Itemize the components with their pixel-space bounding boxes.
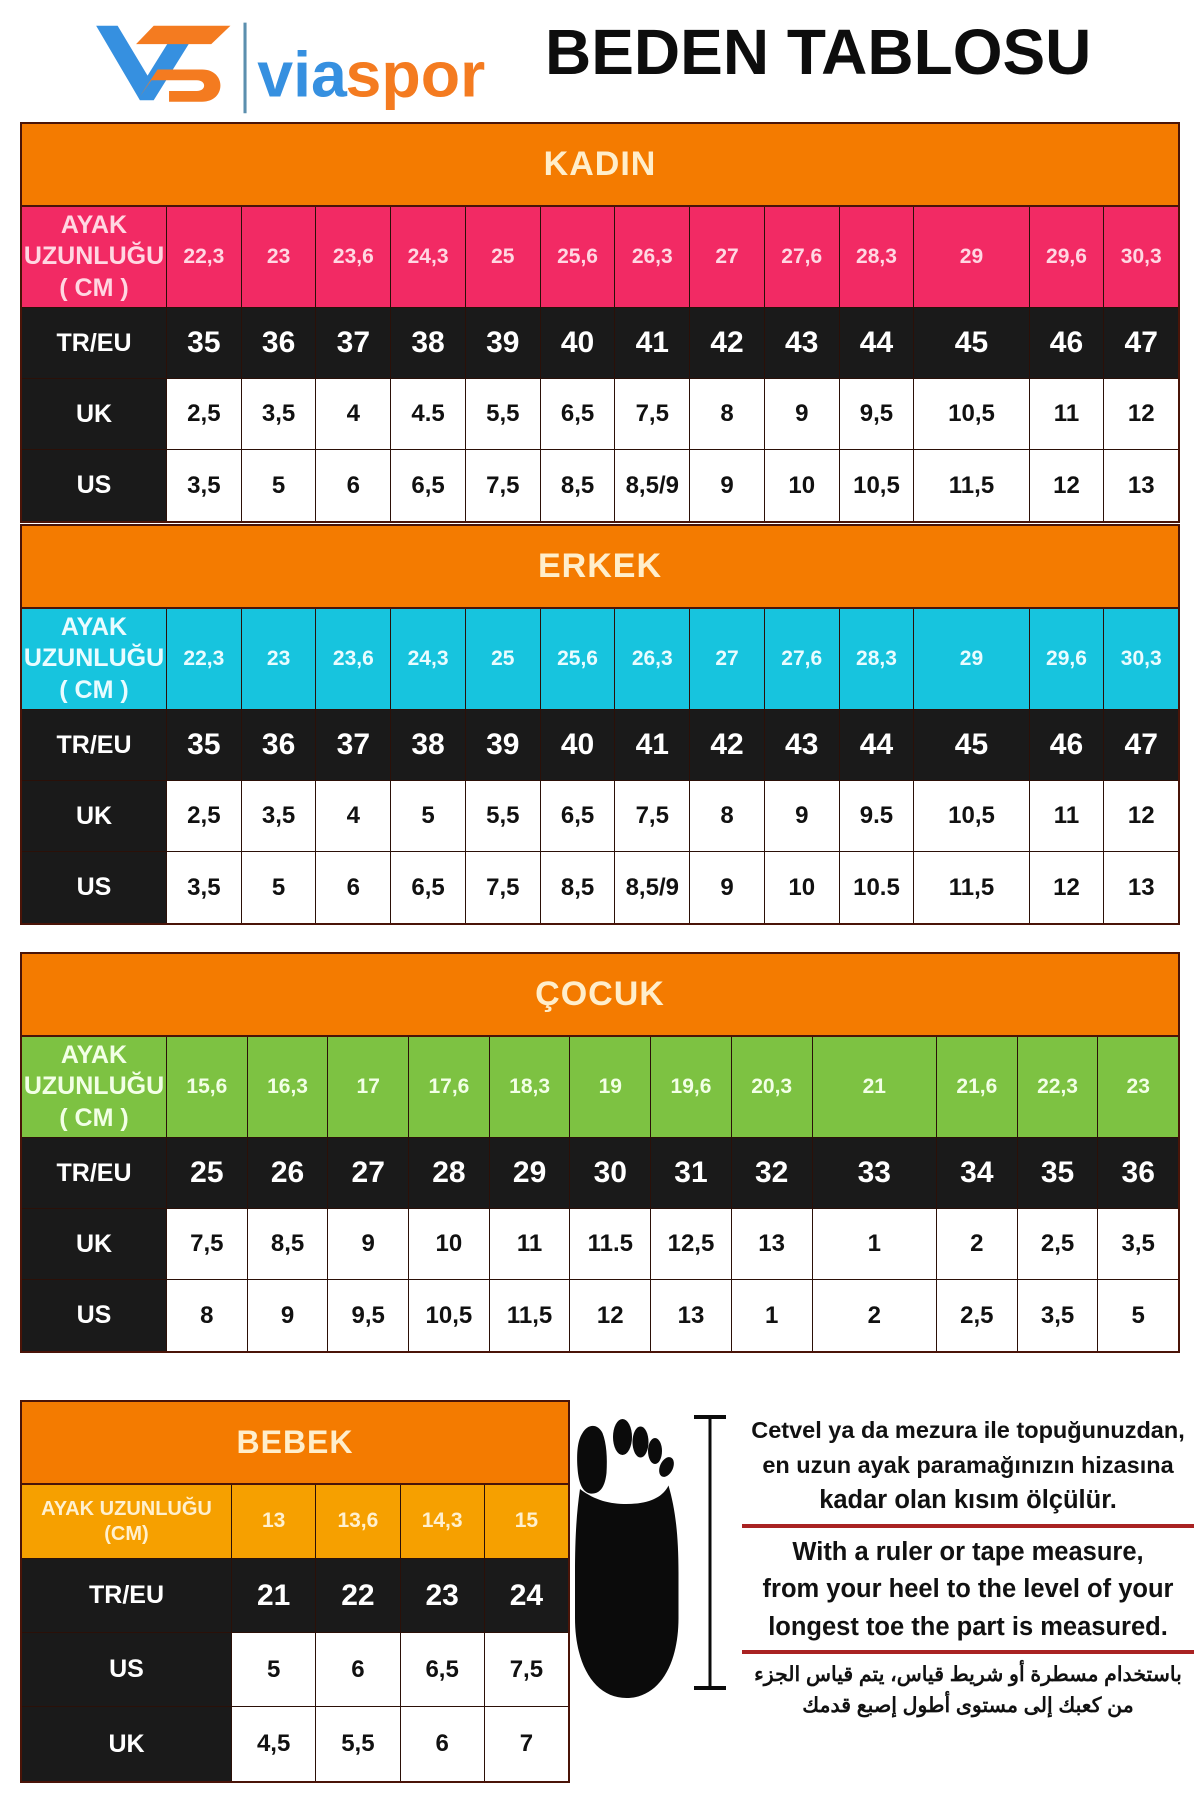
- svg-text:via: via: [257, 38, 348, 110]
- svg-text:spor: spor: [346, 38, 486, 110]
